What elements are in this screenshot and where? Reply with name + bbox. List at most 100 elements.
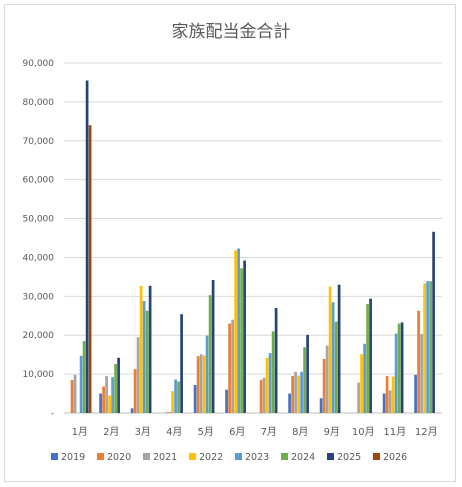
bar-2023-1 bbox=[79, 355, 83, 413]
bar-2019-6 bbox=[225, 389, 228, 413]
bar-2023-8 bbox=[300, 371, 303, 413]
bar-2022-8 bbox=[297, 375, 300, 413]
x-tick-label: 7月 bbox=[261, 426, 277, 438]
bar-2023-6 bbox=[237, 248, 240, 413]
bar-2019-12 bbox=[414, 374, 417, 413]
bar-2025-5 bbox=[211, 280, 215, 413]
legend-entry: 2026 bbox=[383, 452, 407, 463]
x-axis: 1月 2月 3月 4月 5月 6月 7月 8月 9月 10月 11月 12月 bbox=[72, 426, 438, 438]
bar-2021-8 bbox=[294, 371, 297, 413]
bar-2022-11 bbox=[391, 376, 395, 413]
y-tick-label: - bbox=[51, 409, 54, 419]
bar-2024-4 bbox=[177, 381, 180, 413]
bar-2025-6 bbox=[243, 260, 246, 413]
bar-2020-3 bbox=[133, 369, 137, 413]
bar-2025-7 bbox=[274, 308, 278, 413]
x-tick-label: 9月 bbox=[324, 426, 340, 438]
y-axis: - 10,000 20,000 30,000 40,000 50,000 60,000 70,… bbox=[23, 59, 55, 419]
bar-2024-12 bbox=[429, 281, 432, 413]
x-tick-label: 5月 bbox=[198, 426, 214, 438]
bar-2022-6 bbox=[234, 250, 237, 413]
bar-2019-9 bbox=[319, 398, 323, 413]
legend-entry: 2022 bbox=[199, 452, 223, 463]
bar-2022-9 bbox=[328, 286, 332, 413]
bar-2021-4 bbox=[168, 411, 171, 413]
bar-2019-2 bbox=[99, 393, 102, 413]
bar-2023-3 bbox=[142, 301, 146, 413]
bar-2022-7 bbox=[265, 357, 269, 413]
bar-2023-5 bbox=[205, 335, 209, 413]
bar-2021-10 bbox=[357, 382, 360, 413]
bar-2025-9 bbox=[337, 284, 341, 413]
legend: 2019 2020 2021 2022 2023 2024 2025 2026 bbox=[51, 452, 407, 463]
bar-2020-5 bbox=[196, 356, 200, 413]
bar-2024-5 bbox=[208, 295, 212, 413]
bar-2020-12 bbox=[417, 310, 420, 413]
y-tick-label: 60,000 bbox=[23, 176, 55, 186]
bar-2024-11 bbox=[397, 323, 401, 413]
bar-2021-7 bbox=[262, 377, 266, 413]
bar-2022-4 bbox=[171, 391, 174, 413]
bar-2023-4 bbox=[174, 379, 177, 413]
bar-2023-7 bbox=[268, 353, 272, 413]
legend-swatch bbox=[281, 453, 288, 460]
legend-entry: 2024 bbox=[291, 452, 315, 463]
bar-2024-3 bbox=[145, 310, 149, 413]
bar-2020-6 bbox=[228, 323, 231, 413]
bar-2020-4 bbox=[165, 412, 168, 413]
y-tick-label: 80,000 bbox=[23, 98, 55, 108]
bar-2021-6 bbox=[231, 319, 234, 413]
y-tick-label: 50,000 bbox=[23, 215, 55, 225]
bar-2023-10 bbox=[363, 343, 366, 413]
x-tick-label: 10月 bbox=[352, 426, 375, 438]
bar-2021-2 bbox=[105, 376, 108, 413]
bar-2023-9 bbox=[331, 302, 335, 413]
bar-2019-3 bbox=[130, 408, 134, 413]
bar-2020-7 bbox=[259, 379, 263, 413]
bar-2019-8 bbox=[288, 393, 291, 413]
bar-2024-1 bbox=[82, 341, 86, 413]
bar-2025-1 bbox=[85, 80, 89, 413]
bar-2025-3 bbox=[148, 285, 152, 413]
bar-2025-2 bbox=[117, 357, 120, 413]
x-tick-label: 1月 bbox=[72, 426, 88, 438]
bar-2019-11 bbox=[382, 393, 386, 413]
x-tick-label: 4月 bbox=[166, 426, 182, 438]
chart-title: 家族配当金合計 bbox=[172, 22, 291, 42]
y-tick-label: 90,000 bbox=[23, 59, 55, 69]
bar-2020-9 bbox=[322, 358, 326, 413]
bar-2024-7 bbox=[271, 331, 275, 413]
legend-swatch bbox=[189, 453, 196, 460]
bar-2022-3 bbox=[139, 285, 143, 413]
legend-entry: 2021 bbox=[153, 452, 177, 463]
bar-2020-8 bbox=[291, 376, 294, 413]
bar-2021-9 bbox=[325, 345, 329, 413]
gridlines bbox=[64, 62, 442, 414]
bar-2021-1 bbox=[73, 374, 77, 413]
legend-entry: 2023 bbox=[245, 452, 269, 463]
bar-2025-8 bbox=[306, 334, 309, 413]
bar-2025-12 bbox=[432, 231, 435, 413]
bar-2022-12 bbox=[423, 283, 426, 413]
bar-2023-2 bbox=[111, 377, 114, 413]
bar-2020-11 bbox=[385, 376, 389, 413]
x-tick-label: 8月 bbox=[292, 426, 308, 438]
legend-swatch bbox=[143, 453, 150, 460]
bar-2024-10 bbox=[366, 304, 369, 413]
y-tick-label: 10,000 bbox=[23, 370, 55, 380]
bar-2019-5 bbox=[193, 385, 197, 413]
y-tick-label: 40,000 bbox=[23, 253, 55, 263]
legend-swatch bbox=[51, 453, 58, 460]
legend-swatch bbox=[97, 453, 104, 460]
bar-2024-9 bbox=[334, 321, 338, 413]
y-tick-label: 70,000 bbox=[23, 137, 55, 147]
x-tick-label: 12月 bbox=[415, 426, 438, 438]
bar-2021-11 bbox=[388, 390, 392, 413]
bar-2024-2 bbox=[114, 364, 117, 413]
bars bbox=[70, 80, 435, 413]
bar-2021-12 bbox=[420, 334, 423, 413]
bar-2025-4 bbox=[180, 314, 183, 413]
bar-2020-2 bbox=[102, 386, 105, 413]
bar-2023-12 bbox=[426, 281, 429, 413]
